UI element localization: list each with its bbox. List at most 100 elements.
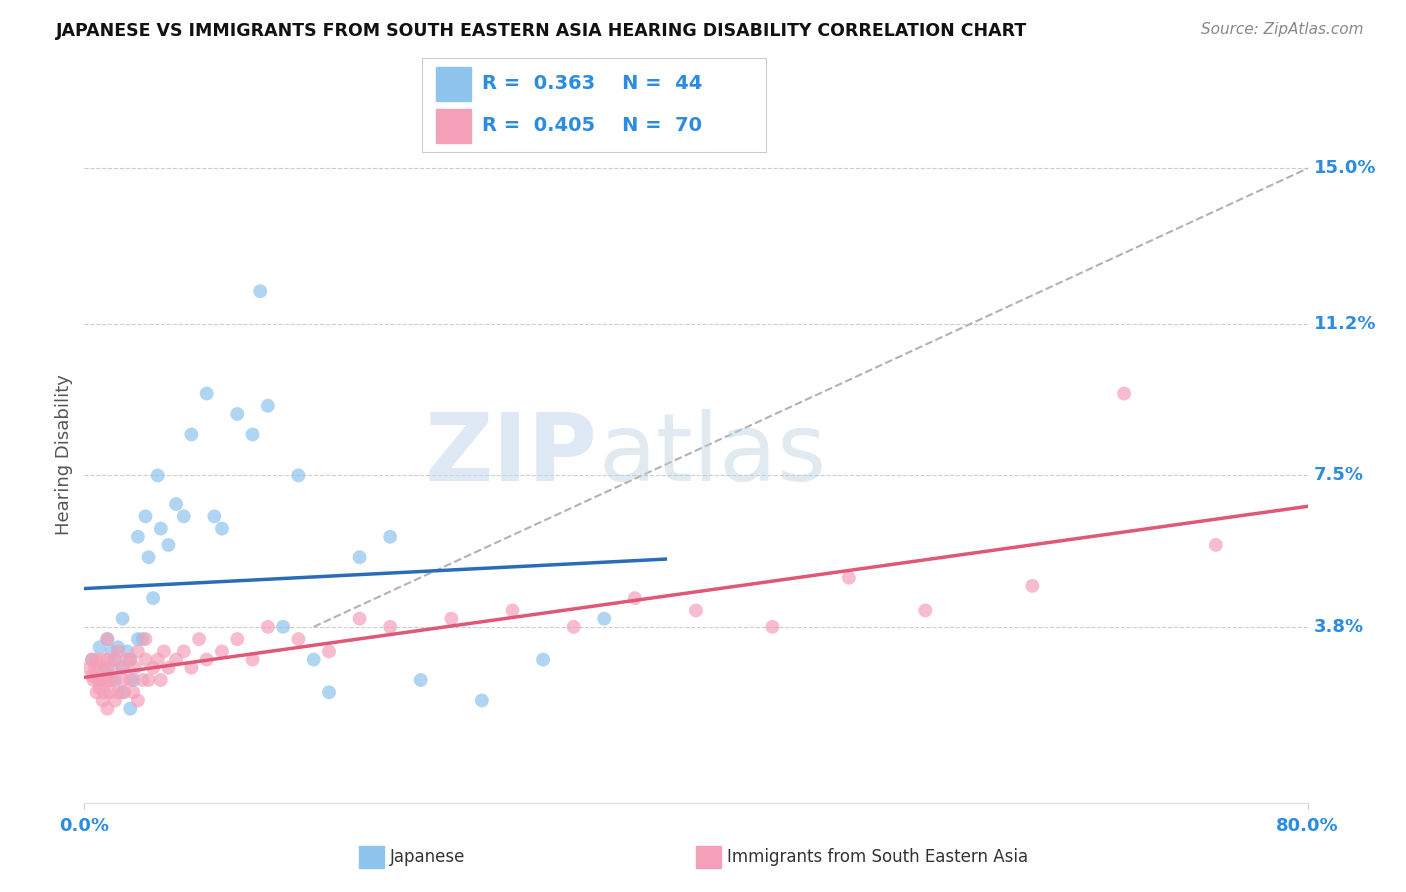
Point	[502, 603, 524, 617]
Point	[96, 652, 118, 666]
Point	[80, 652, 103, 666]
Point	[86, 685, 108, 699]
Point	[80, 652, 103, 666]
Point	[287, 468, 309, 483]
Point	[761, 620, 783, 634]
Point	[87, 673, 110, 687]
Text: R =  0.363    N =  44: R = 0.363 N = 44	[482, 74, 703, 94]
Point	[202, 509, 225, 524]
Point	[127, 693, 149, 707]
Text: Source: ZipAtlas.com: Source: ZipAtlas.com	[1201, 22, 1364, 37]
Text: 11.2%: 11.2%	[1313, 315, 1376, 333]
Point	[80, 669, 103, 683]
Point	[380, 530, 402, 544]
Point	[93, 685, 115, 699]
Point	[380, 620, 402, 634]
Point	[77, 661, 100, 675]
Point	[83, 673, 105, 687]
Point	[142, 591, 165, 606]
Point	[111, 673, 134, 687]
Point	[131, 632, 153, 646]
Point	[142, 661, 165, 675]
Point	[115, 652, 138, 666]
Point	[242, 427, 264, 442]
Point	[226, 632, 249, 646]
Point	[97, 673, 120, 687]
Point	[149, 673, 172, 687]
Point	[84, 661, 107, 675]
Text: JAPANESE VS IMMIGRANTS FROM SOUTH EASTERN ASIA HEARING DISABILITY CORRELATION CH: JAPANESE VS IMMIGRANTS FROM SOUTH EASTER…	[56, 22, 1028, 40]
Point	[165, 497, 187, 511]
Point	[157, 538, 180, 552]
Point	[86, 652, 108, 666]
Point	[111, 661, 134, 675]
Point	[318, 644, 340, 658]
Point	[127, 632, 149, 646]
Point	[138, 673, 160, 687]
Point	[122, 685, 145, 699]
Point	[593, 612, 616, 626]
Point	[107, 685, 129, 699]
Point	[471, 693, 494, 707]
Point	[349, 550, 371, 565]
Point	[211, 522, 233, 536]
Point	[101, 661, 124, 675]
Point	[96, 701, 118, 715]
Text: atlas: atlas	[598, 409, 827, 501]
Point	[271, 620, 294, 634]
Text: ZIP: ZIP	[425, 409, 598, 501]
Point	[180, 661, 202, 675]
Point	[135, 509, 157, 524]
Point	[127, 644, 149, 658]
Point	[89, 640, 111, 655]
Text: 3.8%: 3.8%	[1313, 618, 1364, 636]
Point	[195, 386, 218, 401]
Point	[349, 612, 371, 626]
Point	[173, 644, 195, 658]
Point	[440, 612, 463, 626]
Point	[120, 701, 142, 715]
Point	[226, 407, 249, 421]
Point	[242, 652, 264, 666]
Point	[153, 644, 176, 658]
Point	[173, 509, 195, 524]
Point	[685, 603, 707, 617]
Point	[111, 661, 134, 675]
Point	[188, 632, 211, 646]
Point	[96, 661, 118, 675]
Point	[165, 652, 187, 666]
Point	[89, 681, 111, 696]
Point	[127, 530, 149, 544]
Point	[131, 673, 153, 687]
Point	[111, 685, 134, 699]
Point	[120, 652, 142, 666]
Text: 15.0%: 15.0%	[1313, 160, 1376, 178]
Point	[146, 468, 169, 483]
Point	[112, 685, 135, 699]
Point	[409, 673, 432, 687]
Point	[157, 661, 180, 675]
Point	[624, 591, 647, 606]
Point	[124, 661, 146, 675]
Text: Japanese: Japanese	[389, 848, 465, 866]
Point	[287, 632, 309, 646]
Point	[104, 652, 127, 666]
Point	[90, 673, 112, 687]
Point	[96, 632, 118, 646]
Point	[249, 284, 271, 298]
Point	[104, 693, 127, 707]
Point	[838, 571, 860, 585]
Point	[91, 652, 114, 666]
Point	[120, 673, 142, 687]
Point	[98, 685, 121, 699]
Point	[531, 652, 554, 666]
Point	[91, 693, 114, 707]
Point	[180, 427, 202, 442]
Point	[1114, 386, 1136, 401]
Point	[302, 652, 325, 666]
Point	[122, 673, 145, 687]
Point	[211, 644, 233, 658]
Point	[1205, 538, 1227, 552]
Point	[318, 685, 340, 699]
Point	[195, 652, 218, 666]
